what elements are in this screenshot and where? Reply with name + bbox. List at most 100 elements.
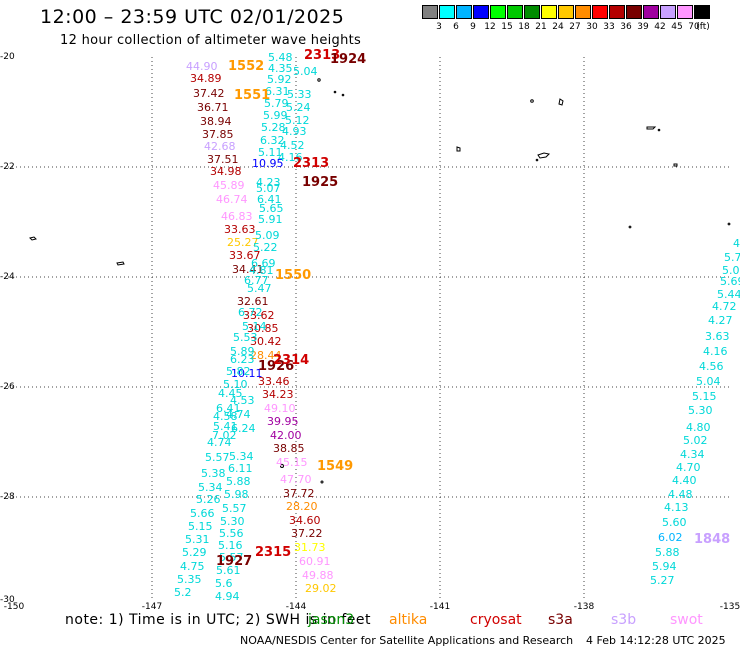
colorbar-swatch xyxy=(626,5,642,19)
colorbar-swatch xyxy=(507,5,523,19)
wave-height-label: 4.16 xyxy=(278,151,303,164)
island xyxy=(317,78,321,82)
pass-time-label: 1926 xyxy=(258,359,295,374)
wave-height-label: 5.24 xyxy=(286,101,311,114)
wave-height-label: 4.58 xyxy=(213,410,238,423)
pass-time-label: 1848 xyxy=(694,532,731,547)
satellite-legend-item: cryosat xyxy=(470,612,522,628)
wave-height-label: 33.67 xyxy=(229,249,261,262)
longitude-label: -138 xyxy=(573,602,595,612)
wave-height-label: 5.92 xyxy=(267,73,292,86)
wave-height-label: 25.27 xyxy=(227,236,259,249)
island xyxy=(333,90,337,94)
wave-height-label: 5.35 xyxy=(177,573,202,586)
map-subtitle: 12 hour collection of altimeter wave hei… xyxy=(60,33,362,48)
wave-height-label: 5.57 xyxy=(205,451,230,464)
wave-height-label: 5.30 xyxy=(688,404,713,417)
wave-height-label: 46.83 xyxy=(221,210,253,223)
colorbar-label: 42 xyxy=(654,22,666,32)
wave-height-label: 39.95 xyxy=(267,415,299,428)
wave-height-label: 47.70 xyxy=(280,473,312,486)
colorbar-label: 27 xyxy=(569,22,581,32)
wave-height-label: 45.89 xyxy=(213,179,245,192)
pass-time-label: 2315 xyxy=(255,545,292,560)
wave-height-label: 33.46 xyxy=(258,375,290,388)
wave-height-label: 37.85 xyxy=(202,128,234,141)
wave-height-label: 5.57 xyxy=(219,551,244,564)
wave-height-label: 4.45 xyxy=(218,387,243,400)
island xyxy=(537,152,551,159)
wave-height-label: 4.52 xyxy=(280,139,305,152)
generation-timestamp: 4 Feb 14:12:28 UTC 2025 xyxy=(586,634,726,647)
colorbar-label: 24 xyxy=(552,22,564,32)
wave-height-label: 5.11 xyxy=(258,146,283,159)
wave-height-label: 5.44 xyxy=(717,288,740,301)
wave-height-label: 6.41 xyxy=(216,402,241,415)
latitude-label: -28 xyxy=(0,492,15,502)
wave-height-label: 5.98 xyxy=(224,488,249,501)
satellite-legend-item: swot xyxy=(670,612,703,628)
wave-height-label: 5.2 xyxy=(174,586,192,599)
wave-height-label: 5.75 xyxy=(724,251,740,264)
colorbar-label: 21 xyxy=(535,22,547,32)
wave-height-label: 6.69 xyxy=(251,257,276,270)
colorbar-swatch xyxy=(660,5,676,19)
island xyxy=(280,464,284,468)
wave-height-label: 49.88 xyxy=(302,569,334,582)
wave-height-label: 4.53 xyxy=(230,394,255,407)
pass-time-label: 1549 xyxy=(317,459,354,474)
wave-height-label: 34.98 xyxy=(210,165,242,178)
colorbar-swatch xyxy=(643,5,659,19)
wave-height-label: 5.61 xyxy=(216,564,241,577)
wave-height-label: 5.26 xyxy=(196,493,221,506)
pass-time-label: 1924 xyxy=(330,52,367,67)
wave-height-label: 6.23 xyxy=(230,353,255,366)
colorbar-swatch xyxy=(456,5,472,19)
island xyxy=(646,126,657,130)
map-gridlines xyxy=(8,57,730,600)
wave-height-label: 5.6 xyxy=(215,577,233,590)
wave-height-label: 3.63 xyxy=(705,330,730,343)
latitude-label: -30 xyxy=(0,595,15,605)
wave-height-label: 5.34 xyxy=(229,450,254,463)
colorbar-label: 6 xyxy=(453,22,459,32)
island xyxy=(673,163,678,167)
wave-height-label: 5.07 xyxy=(256,182,281,195)
longitude-label: -147 xyxy=(141,602,163,612)
colorbar-swatch xyxy=(558,5,574,19)
wave-height-label: 5.05 xyxy=(722,264,740,277)
island-outlines xyxy=(29,78,731,484)
colorbar-label: 30 xyxy=(586,22,598,32)
wave-height-label: 5.15 xyxy=(692,390,717,403)
island xyxy=(116,261,125,266)
colorbar-swatch xyxy=(609,5,625,19)
wave-height-label: 5.27 xyxy=(650,574,675,587)
wave-height-label: 6.32 xyxy=(260,134,285,147)
island xyxy=(628,225,632,229)
wave-height-label: 6.41 xyxy=(257,193,282,206)
wave-height-label: 4.75 xyxy=(180,560,205,573)
wave-height-label: 5.88 xyxy=(226,475,251,488)
wave-height-label: 42.68 xyxy=(204,140,236,153)
wave-height-label: 37.22 xyxy=(291,527,323,540)
wave-height-label: 5.69 xyxy=(720,275,740,288)
wave-height-label: 5.99 xyxy=(263,109,288,122)
pass-time-label: 2313 xyxy=(293,156,330,171)
wave-height-label: 31.73 xyxy=(294,541,326,554)
wave-height-label: 5.22 xyxy=(253,241,278,254)
colorbar-swatch xyxy=(473,5,489,19)
island xyxy=(535,158,539,162)
pass-time-label: 1927 xyxy=(216,554,253,569)
pass-time-label: 2313 xyxy=(304,48,341,63)
colorbar-label: 70 xyxy=(688,22,700,32)
colorbar-swatch xyxy=(490,5,506,19)
wave-height-label: 37.72 xyxy=(283,487,315,500)
satellite-legend-item: altika xyxy=(389,612,428,628)
island xyxy=(456,146,461,152)
wave-height-label: 5.94 xyxy=(652,560,677,573)
latitude-label: -20 xyxy=(0,52,15,62)
footer-note: note: 1) Time is in UTC; 2) SWH is in fe… xyxy=(65,612,372,628)
wave-height-label: 4.48 xyxy=(668,488,693,501)
wave-height-label: 28.44 xyxy=(250,349,282,362)
